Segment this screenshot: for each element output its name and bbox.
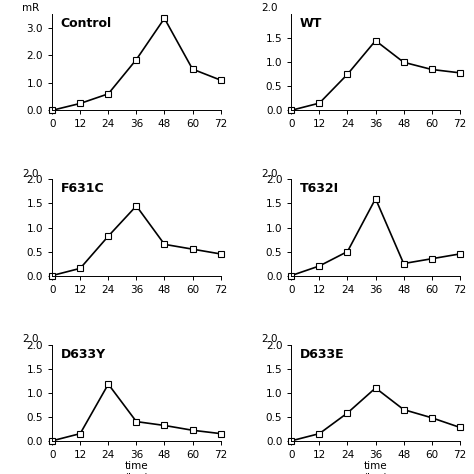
Text: 2.0: 2.0 bbox=[22, 334, 38, 344]
Text: D633E: D633E bbox=[300, 347, 345, 361]
X-axis label: time
(hrs): time (hrs) bbox=[124, 461, 149, 474]
Text: D633Y: D633Y bbox=[61, 347, 106, 361]
Text: 2.0: 2.0 bbox=[261, 169, 277, 179]
Text: mR: mR bbox=[22, 3, 39, 13]
Text: WT: WT bbox=[300, 17, 322, 30]
X-axis label: time
(hrs): time (hrs) bbox=[363, 461, 388, 474]
Text: 2.0: 2.0 bbox=[261, 334, 277, 344]
Text: Control: Control bbox=[61, 17, 112, 30]
Text: 2.0: 2.0 bbox=[22, 169, 38, 179]
Text: F631C: F631C bbox=[61, 182, 104, 195]
Text: T632I: T632I bbox=[300, 182, 339, 195]
Text: 2.0: 2.0 bbox=[261, 3, 277, 13]
